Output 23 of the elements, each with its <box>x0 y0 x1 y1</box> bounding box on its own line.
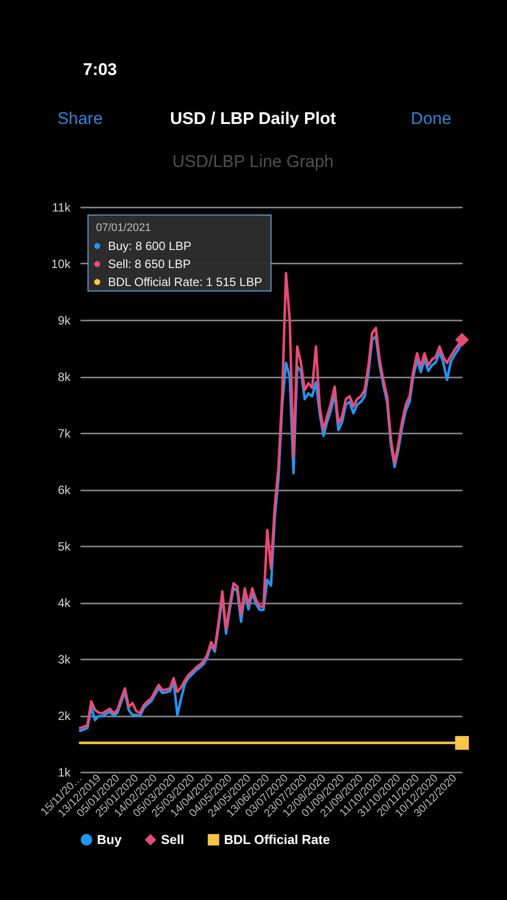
y-tick-label: 6k <box>58 483 72 497</box>
text: Share <box>57 109 103 128</box>
y-tick-label: 10k <box>51 257 72 271</box>
y-tick-label: 7k <box>58 426 72 440</box>
legend-label: BDL Official Rate <box>224 832 330 847</box>
y-tick-label: 3k <box>58 652 72 666</box>
legend-label: Sell <box>161 832 184 847</box>
y-tick-label: 11k <box>52 200 72 214</box>
y-tick-label: 4k <box>58 596 72 610</box>
chart-subtitle: USD/LBP Line Graph <box>172 152 334 171</box>
y-tick-label: 8k <box>58 370 72 384</box>
annotation: ● Buy: 8 600 LBP <box>93 237 192 253</box>
y-tick-label: 5k <box>58 540 72 554</box>
y-tick-label: 9k <box>58 314 72 328</box>
y-tick-label: 1k <box>58 766 72 780</box>
text: 7:03 <box>82 60 118 79</box>
text: Done <box>410 109 452 128</box>
y-tick-label: 2k <box>58 709 72 723</box>
legend-label: Buy <box>97 832 122 847</box>
chart-title: USD / LBP Daily Plot <box>170 109 336 128</box>
annotation: ● BDL Official Rate: 1 515 LBP <box>93 273 262 289</box>
annotation: ● Sell: 8 650 LBP <box>93 255 191 271</box>
annotation: 07/01/2021 <box>96 222 152 234</box>
